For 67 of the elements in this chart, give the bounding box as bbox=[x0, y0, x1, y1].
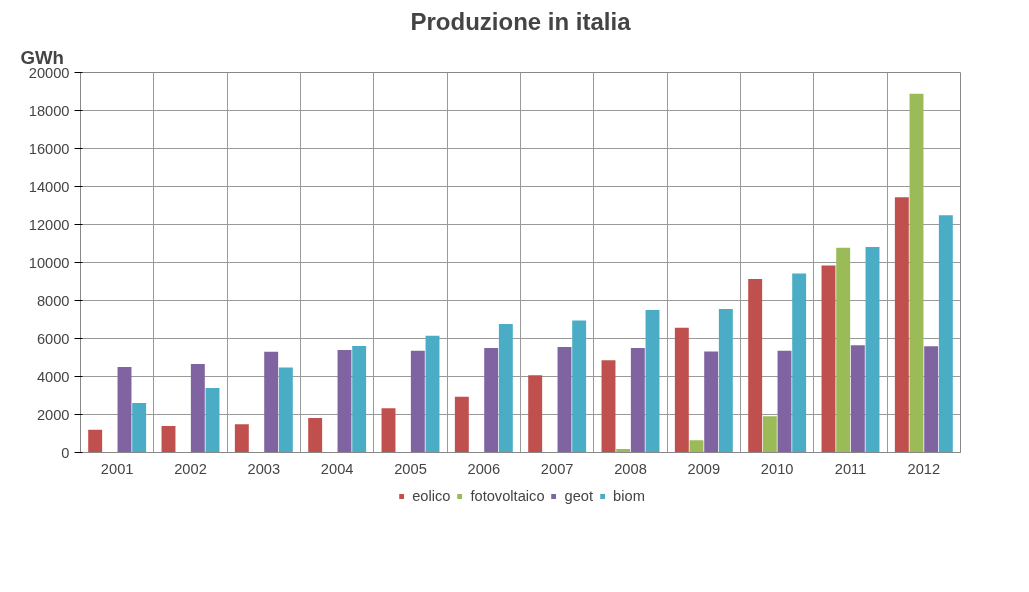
x-tick-label: 2003 bbox=[247, 460, 281, 477]
bar bbox=[454, 396, 469, 453]
x-tick-label: 2010 bbox=[760, 460, 794, 477]
legend-label: fotovoltaico bbox=[470, 488, 545, 504]
bar bbox=[689, 440, 704, 453]
bar bbox=[601, 360, 616, 453]
x-tick-label: 2011 bbox=[834, 460, 867, 477]
bar bbox=[308, 417, 323, 453]
bar bbox=[278, 367, 293, 453]
bar bbox=[718, 309, 733, 453]
bar bbox=[704, 351, 719, 453]
bar bbox=[924, 346, 939, 453]
y-tick-label: 4000 bbox=[36, 368, 70, 385]
x-tick-label: 2004 bbox=[320, 460, 354, 477]
bar bbox=[352, 346, 367, 453]
bar bbox=[762, 416, 777, 453]
y-tick-label: 6000 bbox=[36, 330, 70, 347]
bar bbox=[484, 348, 499, 453]
bar bbox=[630, 348, 645, 453]
legend-label: eolico bbox=[412, 488, 451, 504]
y-tick-label: 0 bbox=[61, 444, 70, 461]
y-tick-label: 2000 bbox=[36, 406, 70, 423]
x-tick-label: 2006 bbox=[467, 460, 501, 477]
bar bbox=[117, 367, 132, 453]
bar bbox=[88, 429, 103, 453]
bar bbox=[528, 375, 543, 453]
bar bbox=[410, 350, 425, 453]
bar bbox=[748, 279, 763, 453]
y-tick-label: 18000 bbox=[28, 102, 70, 119]
bar bbox=[645, 310, 660, 453]
bar bbox=[792, 273, 807, 453]
y-tick-label: 12000 bbox=[28, 216, 70, 233]
bar bbox=[190, 363, 205, 453]
legend-label: geot bbox=[564, 488, 594, 504]
bar bbox=[381, 408, 396, 453]
x-tick-label: 2012 bbox=[907, 460, 941, 477]
bar bbox=[234, 424, 249, 453]
x-tick-label: 2005 bbox=[394, 460, 427, 477]
x-tick-label: 2009 bbox=[687, 460, 721, 477]
bar bbox=[821, 265, 836, 453]
bar bbox=[777, 350, 792, 453]
bar bbox=[264, 351, 279, 453]
y-tick-label: 16000 bbox=[28, 140, 70, 157]
bar bbox=[205, 387, 220, 453]
y-tick-label: 8000 bbox=[36, 292, 70, 309]
y-tick-label: 14000 bbox=[28, 178, 70, 195]
legend-label: biom bbox=[613, 488, 645, 504]
bar bbox=[132, 403, 147, 453]
x-tick-label: 2008 bbox=[614, 460, 647, 477]
bar bbox=[674, 327, 689, 453]
bar bbox=[894, 197, 909, 453]
bar bbox=[425, 335, 440, 453]
bar bbox=[161, 425, 176, 453]
bar bbox=[865, 246, 880, 453]
x-tick-label: 2007 bbox=[540, 460, 574, 477]
bar bbox=[498, 324, 513, 453]
bar bbox=[572, 320, 587, 453]
chart-title: Produzione in italia bbox=[410, 7, 632, 35]
x-tick-label: 2001 bbox=[100, 460, 134, 477]
bar bbox=[337, 349, 352, 453]
bar bbox=[938, 215, 953, 453]
bar bbox=[557, 347, 572, 453]
x-tick-label: 2002 bbox=[174, 460, 207, 477]
bar bbox=[836, 247, 851, 453]
bar bbox=[909, 93, 924, 453]
y-tick-label: 10000 bbox=[28, 254, 70, 271]
bar bbox=[850, 345, 865, 453]
